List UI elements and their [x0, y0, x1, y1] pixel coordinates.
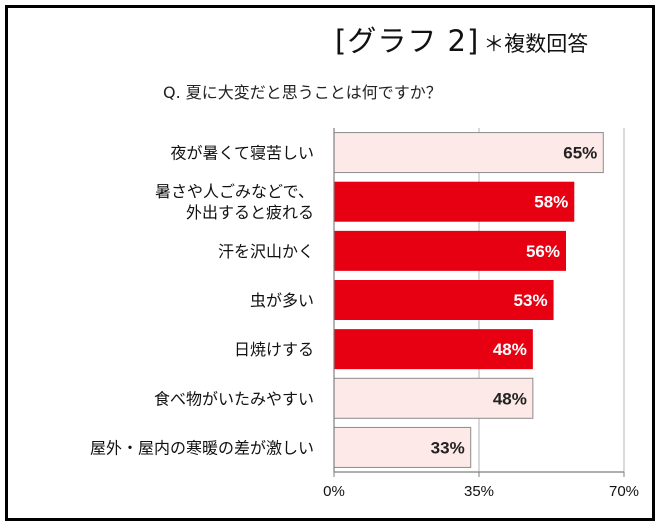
bar [334, 230, 566, 271]
category-label: 夜が暑くて寝苦しい [170, 144, 314, 163]
x-tick-label: 70% [609, 483, 639, 500]
graph-number: [グラフ 2] [335, 24, 480, 58]
multiple-answer-note: ＊複数回答 [483, 32, 589, 56]
value-label: 48% [493, 340, 527, 359]
bar [334, 280, 554, 320]
category-label: 日焼けする [234, 340, 314, 359]
question-text: Q. 夏に大変だと思うことは何ですか？ [163, 83, 442, 102]
value-label: 56% [526, 242, 560, 261]
bar [333, 132, 604, 174]
value-label: 48% [493, 389, 527, 408]
bar [334, 181, 575, 222]
value-label: 33% [431, 438, 465, 457]
category-label: 食べ物がいたみやすい [154, 389, 314, 408]
value-label: 58% [534, 193, 568, 212]
category-label: 暑さや人ごみなどで、外出すると疲れる [155, 182, 314, 222]
x-tick-label: 35% [464, 483, 494, 500]
x-tick-label: 0% [323, 483, 345, 500]
bar [334, 329, 533, 370]
value-label: 53% [514, 291, 548, 310]
category-label: 屋外・屋内の寒暖の差が激しい [90, 438, 314, 457]
value-label: 65% [563, 144, 597, 163]
graph-title: [グラフ 2] ＊複数回答 [335, 18, 588, 60]
category-label: 虫が多い [250, 291, 314, 310]
category-label: 汗を沢山かく [218, 242, 314, 261]
